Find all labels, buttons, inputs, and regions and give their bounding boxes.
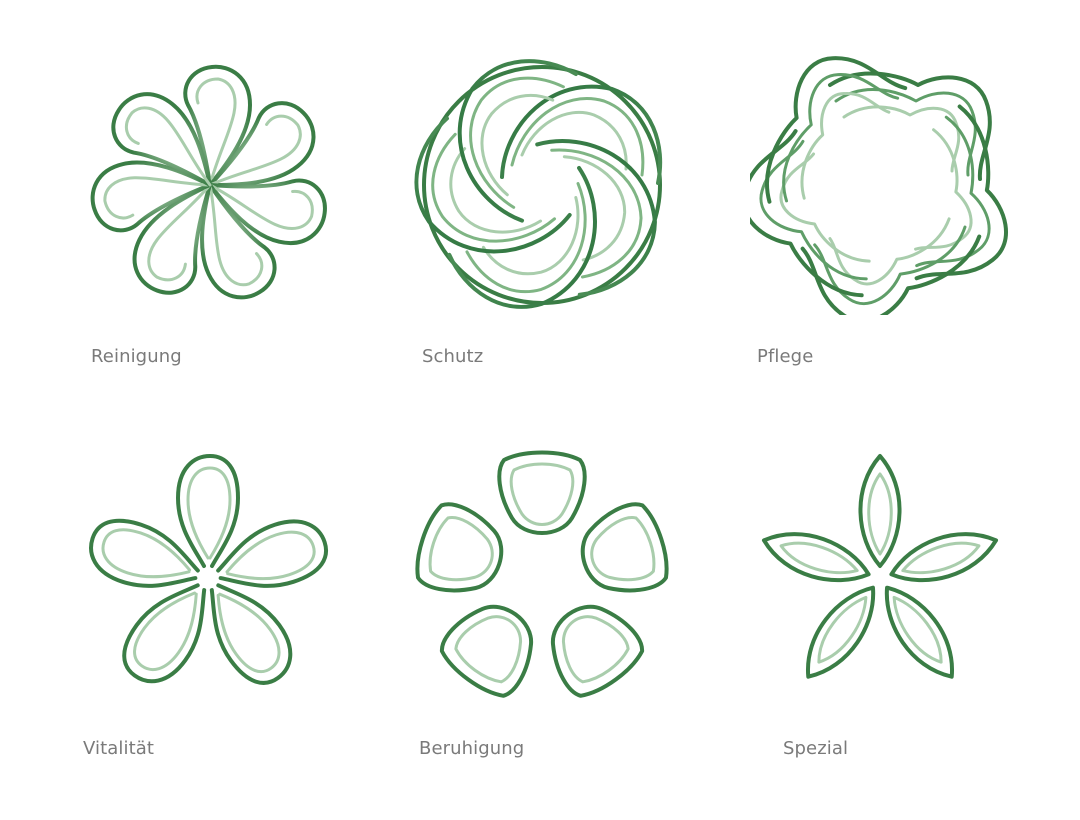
wavy-star-icon	[750, 55, 1010, 315]
label-vitalitaet: Vitalität	[83, 738, 155, 759]
label-beruhigung: Beruhigung	[419, 738, 525, 759]
label-reinigung: Reinigung	[91, 346, 182, 367]
rounded-petal-ring-icon	[412, 448, 672, 708]
spiral-circle-icon	[412, 55, 672, 315]
label-schutz: Schutz	[422, 346, 484, 367]
leaf-star-icon	[750, 448, 1010, 708]
label-pflege: Pflege	[757, 346, 814, 367]
swirl-droplet-icon	[80, 55, 340, 315]
star-petal-icon	[78, 448, 338, 708]
label-spezial: Spezial	[783, 738, 849, 759]
